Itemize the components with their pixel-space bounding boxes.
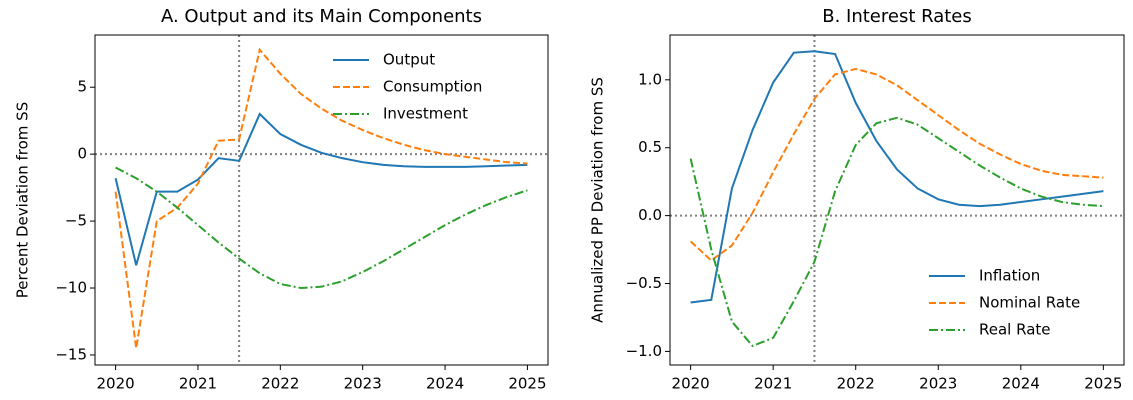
axes-frame [94, 34, 549, 366]
chart-title: B. Interest Rates [822, 6, 972, 27]
x-tick-label: 2021 [754, 375, 792, 393]
y-tick-label: −1.0 [626, 342, 662, 360]
legend-label: Output [383, 51, 435, 69]
y-tick-label: 5 [77, 78, 87, 96]
data-line [115, 166, 528, 290]
x-tick-label: 2020 [672, 375, 710, 393]
x-tick-label: 2024 [1002, 375, 1040, 393]
legend-label: Investment [383, 105, 468, 123]
y-tick-label: 0.0 [638, 206, 662, 224]
x-tick-label: 2022 [837, 375, 875, 393]
data-line [114, 112, 528, 266]
y-axis-label: Annualized PP Deviation from SS [589, 77, 607, 323]
y-tick-label: −10 [55, 279, 87, 297]
data-line [689, 116, 1104, 348]
y-tick-label: 0 [77, 145, 87, 163]
data-line [690, 50, 1104, 304]
x-tick-label: 2020 [96, 375, 134, 393]
y-tick-label: 1.0 [638, 70, 662, 88]
legend-label: Nominal Rate [979, 294, 1080, 312]
data-line [114, 47, 528, 349]
chart-title: A. Output and its Main Components [161, 6, 482, 27]
x-tick-label: 2023 [919, 375, 957, 393]
x-tick-label: 2022 [261, 375, 299, 393]
axes-frame [669, 34, 1125, 366]
x-tick-label: 2025 [508, 375, 546, 393]
y-axis-label: Percent Deviation from SS [14, 102, 32, 298]
y-tick-label: −0.5 [626, 274, 662, 292]
data-line [689, 67, 1104, 262]
y-tick-label: −15 [55, 345, 87, 363]
legend-label: Consumption [383, 78, 482, 96]
x-tick-label: 2024 [426, 375, 464, 393]
legend-label: Inflation [979, 267, 1040, 285]
legend-label: Real Rate [979, 321, 1051, 339]
panel: B. Interest Rates Annualized PP Deviation… [589, 6, 1125, 393]
x-tick-label: 2023 [344, 375, 382, 393]
panel: A. Output and its Main Components Percent… [14, 6, 549, 393]
x-tick-label: 2025 [1084, 375, 1122, 393]
x-tick-label: 2021 [179, 375, 217, 393]
y-tick-label: 0.5 [638, 138, 662, 156]
y-tick-label: −5 [65, 212, 87, 230]
